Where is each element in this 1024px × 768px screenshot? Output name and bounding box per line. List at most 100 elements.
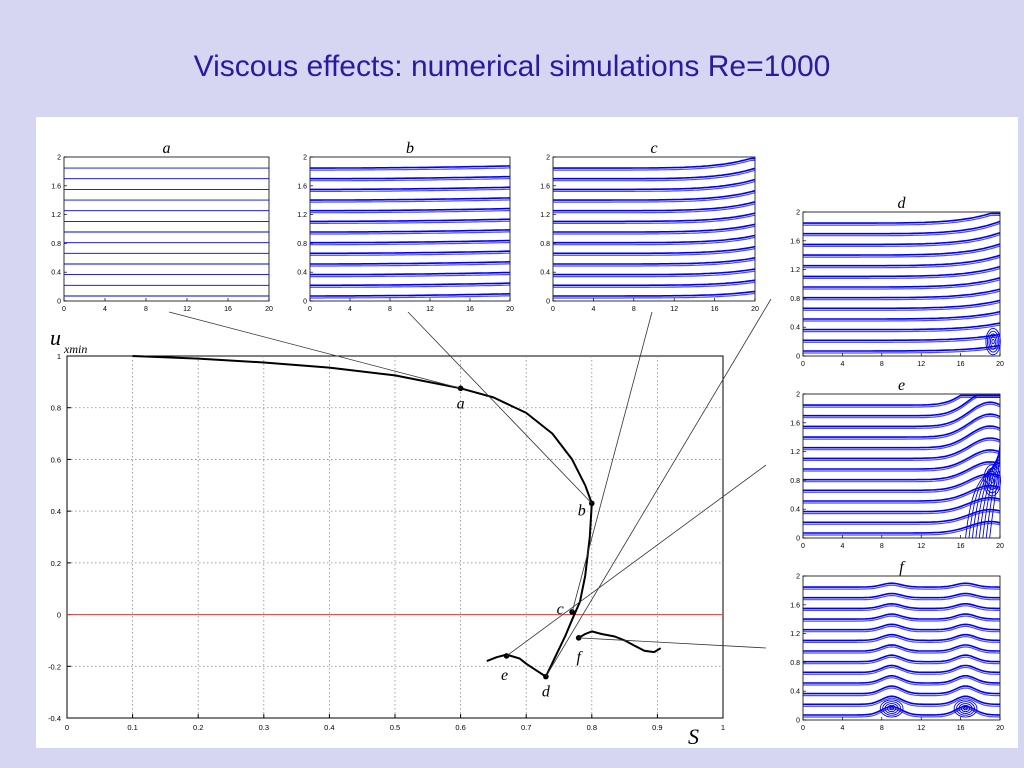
subplot-y-tick-label: 0.4 (790, 689, 800, 696)
subplot-x-tick-label: 0 (551, 306, 555, 313)
streamline (803, 212, 1000, 224)
streamline-band (803, 396, 1000, 419)
streamline (803, 401, 1001, 428)
subplot-y-tick-label: 1.6 (297, 183, 307, 190)
point-label-c: c (557, 601, 564, 618)
streamline (310, 271, 511, 276)
subplot-y-tick-label: 0 (546, 299, 550, 306)
figure-svg: 0 0.1 0.2 0.3 0.4 0.5 0.6 0.7 0.8 0.9 1 -0.4 -0.2 0 0.… (48, 140, 1004, 748)
subplot-streamlines (803, 212, 1001, 356)
subplot-x-tick-label: 16 (957, 361, 965, 368)
vortex-ring (989, 336, 997, 348)
streamline (803, 508, 1001, 524)
subplot-y-tick-label: 0 (796, 718, 800, 725)
streamline (803, 644, 1000, 652)
vortex-streamline (985, 444, 1001, 539)
main-chart: 0 0.1 0.2 0.3 0.4 0.5 0.6 0.7 0.8 0.9 1 -0.4 -0.2 0 0.… (48, 325, 725, 748)
streamline (803, 664, 1000, 674)
streamline (803, 322, 1001, 331)
streamline-band (803, 463, 1001, 483)
subplot-y-tick-label: 0.4 (790, 325, 800, 332)
streamline (310, 261, 511, 265)
streamline-band (310, 231, 510, 235)
main-x-tick-label: 1 (721, 723, 725, 732)
vortex-ring (963, 706, 968, 711)
streamline-band (803, 625, 1000, 633)
subplot-x-tick-label: 4 (103, 306, 107, 313)
x-axis-label: S (688, 724, 699, 748)
streamline-band (553, 180, 756, 192)
streamline-band (803, 290, 1001, 301)
subplot-title: c (650, 140, 657, 157)
subplot-x-tick-label: 8 (880, 361, 884, 368)
streamline-band (310, 295, 511, 299)
streamline (803, 449, 1001, 470)
subplot-x-tick-label: 20 (751, 306, 759, 313)
subplot-title: e (898, 377, 905, 394)
vortex-ring (882, 701, 902, 716)
streamline (310, 197, 511, 201)
streamline-band (553, 248, 756, 256)
subplot-x-tick-label: 4 (591, 306, 595, 313)
streamline-band (553, 236, 756, 246)
streamline-band (553, 169, 756, 182)
main-x-tick-label: 0.5 (390, 723, 400, 732)
streamline-band (310, 284, 511, 288)
leader-lines (168, 298, 772, 677)
subplot-y-tick-label: 0.4 (51, 270, 61, 277)
subplot-y-tick-label: 0 (57, 299, 61, 306)
point-label-e: e (501, 667, 508, 684)
streamline (553, 201, 756, 212)
subplot-y-tick-label: 0.4 (790, 507, 800, 514)
subplot-x-tick-label: 12 (917, 725, 925, 732)
vortex-ring (879, 699, 904, 718)
subplot-y-tick-label: 2 (796, 210, 800, 217)
point-label-d: d (542, 684, 551, 701)
subplot-y-tick-label: 1.6 (540, 183, 550, 190)
leader-line-f (578, 637, 767, 649)
vortex-ring (958, 703, 973, 714)
main-x-tick-label: 0.1 (127, 723, 137, 732)
streamline-band (310, 199, 511, 203)
leader-line-e (506, 464, 767, 657)
streamline (803, 705, 1000, 716)
streamline-band (803, 222, 1001, 237)
streamline-band (803, 697, 1000, 707)
streamline-band (803, 646, 1000, 654)
streamline (803, 592, 1000, 599)
main-series-curve-1 (132, 355, 593, 678)
streamline-band (803, 324, 1001, 333)
subplot-x-tick-label: 12 (917, 361, 925, 368)
vortex-ring (884, 703, 899, 714)
subplot-x-tick-label: 16 (466, 306, 474, 313)
streamline-band (803, 234, 1001, 247)
streamline (803, 243, 1001, 256)
subplot-y-tick-label: 1.2 (51, 212, 61, 219)
subplot-y-tick-label: 0 (303, 299, 307, 306)
streamline-band (553, 292, 756, 299)
streamline-band (803, 615, 1000, 622)
streamline (553, 268, 756, 276)
streamline (310, 186, 511, 191)
streamline-band (553, 192, 756, 203)
streamline (803, 623, 1000, 631)
main-y-tick-label: 1 (57, 352, 61, 361)
subplot-title: d (898, 195, 907, 212)
streamline-band (803, 268, 1001, 279)
streamline (310, 293, 511, 297)
streamline (310, 229, 510, 233)
streamline (553, 290, 756, 297)
streamline-band (553, 270, 756, 278)
streamline-band (553, 203, 756, 214)
streamline (553, 279, 756, 287)
main-y-tick-label: 0.4 (51, 507, 61, 516)
vortex-ring (953, 699, 978, 718)
streamline (803, 220, 1001, 235)
streamline (803, 654, 1001, 663)
subplot-x-tick-label: 8 (632, 306, 636, 313)
subplot-x-tick-label: 8 (880, 725, 884, 732)
streamline-band (803, 301, 1001, 311)
streamline (553, 257, 756, 265)
streamline (310, 250, 510, 255)
subplot-title: f (899, 559, 906, 576)
